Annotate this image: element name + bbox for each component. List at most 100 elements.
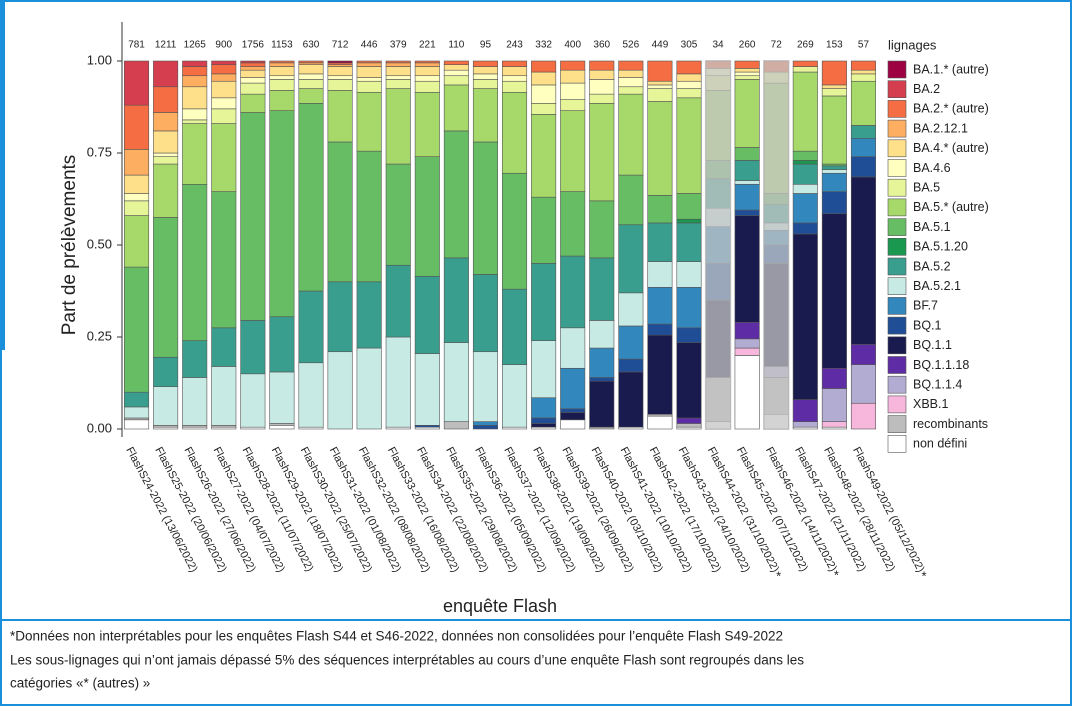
legend-swatch <box>887 297 907 315</box>
count-label: 95 <box>480 40 492 51</box>
bar-segment <box>356 62 382 67</box>
bar-segment <box>821 169 847 174</box>
bar-segment <box>240 93 266 113</box>
bar-segment <box>472 351 498 422</box>
bar-segment <box>124 104 150 150</box>
faded-overlay <box>763 60 790 430</box>
bar-segment <box>734 338 760 349</box>
bar-segment <box>850 344 876 365</box>
bar-segment <box>327 90 353 143</box>
bar-segment <box>182 119 208 124</box>
bar-segment <box>414 80 440 93</box>
bar-segment <box>560 408 586 413</box>
bar-segment <box>327 281 353 353</box>
bar-segment <box>472 73 498 80</box>
bar-segment <box>153 217 179 358</box>
bar-segment <box>647 323 673 336</box>
bar-segment <box>850 156 876 178</box>
count-label: 332 <box>535 40 552 51</box>
bar-segment <box>298 79 324 89</box>
bar-segment <box>211 123 237 192</box>
bar-segment <box>531 397 557 419</box>
bar-segment <box>647 101 673 196</box>
bar-segment <box>560 99 586 111</box>
count-label: 526 <box>623 40 640 51</box>
legend-label: BA.5 <box>913 180 940 194</box>
bar-segment <box>502 80 528 93</box>
count-label: 1153 <box>271 40 293 51</box>
bar-segment <box>385 336 411 428</box>
bar-segment <box>443 60 469 65</box>
bar-segment <box>734 347 760 356</box>
bar-segment <box>647 334 673 415</box>
bar-segment <box>327 60 353 64</box>
count-label: 712 <box>332 40 349 51</box>
bar-segment <box>153 386 179 426</box>
bar-segment <box>589 93 615 104</box>
bar-segment <box>385 264 411 338</box>
legend-label: BQ.1 <box>913 318 942 332</box>
bar-segment <box>211 80 237 99</box>
bar-segment <box>792 160 818 165</box>
bar-segment <box>531 340 557 399</box>
bar-segment <box>647 84 673 89</box>
count-label: 1265 <box>184 40 207 51</box>
bar-segment <box>240 69 266 78</box>
bar-segment <box>618 325 644 360</box>
legend-swatch <box>887 100 907 118</box>
category-mark: * <box>921 568 926 583</box>
bar-segment <box>472 274 498 353</box>
bar-segment <box>240 60 266 64</box>
bar-segment <box>850 364 876 404</box>
bar-segment <box>269 316 295 373</box>
bar-segment <box>269 60 295 64</box>
y-tick-label: 0.00 <box>87 420 112 435</box>
legend-label: BA.4.6 <box>913 161 951 175</box>
bar-segment <box>298 60 324 64</box>
bar-segment <box>792 399 818 422</box>
bar-segment <box>792 71 818 152</box>
bar-segment <box>153 152 179 157</box>
bar-segment <box>414 353 440 426</box>
bar-segment <box>676 423 702 428</box>
count-label: 379 <box>390 40 407 51</box>
legend-swatch <box>887 60 907 79</box>
bar-segment <box>618 224 644 294</box>
bar-segment <box>676 97 702 194</box>
bar-segment <box>734 215 760 323</box>
category-mark: * <box>834 568 839 583</box>
bar-segment <box>792 421 818 428</box>
bar-segment <box>385 88 411 165</box>
count-label: 221 <box>419 40 436 51</box>
y-tick-label: 1.00 <box>87 52 112 67</box>
bar-segment <box>618 174 644 226</box>
bar-segment <box>589 377 615 382</box>
bar-segment <box>821 172 847 192</box>
legend-swatch <box>887 198 907 217</box>
bar-segment <box>182 183 208 341</box>
count-label: 400 <box>564 40 581 51</box>
bar-segment <box>298 64 324 75</box>
legend-label: BA.2 <box>913 82 940 96</box>
bar-segment <box>327 141 353 283</box>
bar-segment <box>734 68 760 73</box>
bar-segment <box>298 103 324 292</box>
bar-segment <box>211 108 237 124</box>
bar-segment <box>792 183 818 194</box>
bar-segment <box>734 71 760 77</box>
bar-segment <box>385 75 411 80</box>
legend-swatch <box>887 159 907 177</box>
legend-swatch <box>887 277 907 296</box>
bar-segment <box>734 147 760 161</box>
bar-segment <box>821 367 847 389</box>
category-mark: * <box>776 568 781 583</box>
count-label: 57 <box>858 40 870 51</box>
bar-segment <box>618 93 644 176</box>
legend-label: BQ.1.1.4 <box>913 377 962 391</box>
bar-segment <box>472 425 498 430</box>
bar-segment <box>443 75 469 86</box>
bar-segment <box>531 196 557 264</box>
legend-swatch <box>887 356 907 374</box>
bar-segment <box>792 60 818 67</box>
bar-segment <box>734 75 760 80</box>
